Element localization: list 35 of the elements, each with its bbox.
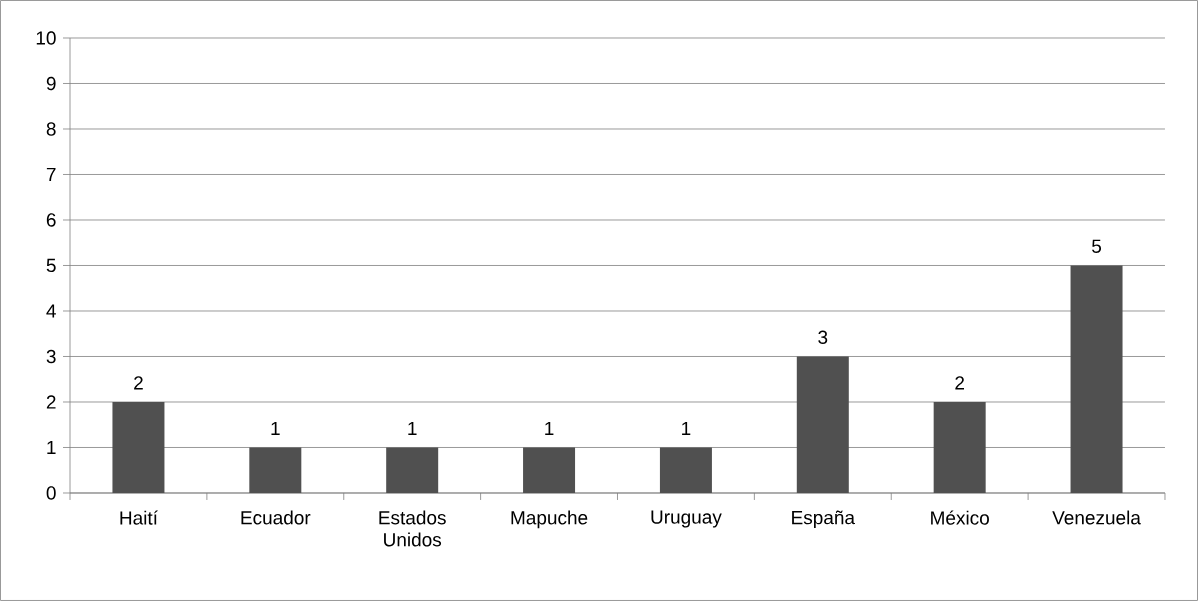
y-tick-label: 10 xyxy=(36,31,56,45)
x-tick-label: Estados Unidos xyxy=(379,510,446,547)
bar xyxy=(386,447,439,493)
y-tick-label: 4 xyxy=(46,304,56,318)
data-label: 3 xyxy=(818,330,828,344)
data-label: 5 xyxy=(1092,239,1102,253)
bar xyxy=(1070,265,1123,493)
y-tick-label: 0 xyxy=(46,486,56,500)
data-label: 1 xyxy=(682,421,691,435)
x-tick-label: México xyxy=(931,510,989,525)
x-tick-label: Haití xyxy=(120,510,158,525)
data-label: 1 xyxy=(271,421,280,435)
x-tick-label: Venezuela xyxy=(1052,510,1141,525)
y-tick-label: 5 xyxy=(46,258,56,273)
bar xyxy=(933,401,986,493)
data-label: 1 xyxy=(545,421,554,435)
y-tick-label: 8 xyxy=(46,122,56,136)
y-tick-label: 7 xyxy=(46,167,56,182)
x-tick-label: Mapuche xyxy=(511,510,588,529)
data-label: 1 xyxy=(408,421,417,435)
x-tick-label: Ecuador xyxy=(241,510,311,525)
y-tick-label: 1 xyxy=(47,440,56,455)
bar xyxy=(796,356,849,493)
bar xyxy=(112,401,165,493)
y-tick-label: 2 xyxy=(46,395,56,409)
bar xyxy=(659,447,712,493)
bar xyxy=(523,447,576,493)
y-tick-label: 3 xyxy=(46,349,56,364)
x-tick-label: España xyxy=(792,510,856,529)
y-tick-label: 6 xyxy=(46,213,56,227)
data-label: 2 xyxy=(134,376,143,390)
data-label: 2 xyxy=(955,376,964,390)
y-tick-label: 9 xyxy=(46,76,56,91)
x-tick-label: Uruguay xyxy=(651,510,722,528)
bar xyxy=(249,447,302,493)
